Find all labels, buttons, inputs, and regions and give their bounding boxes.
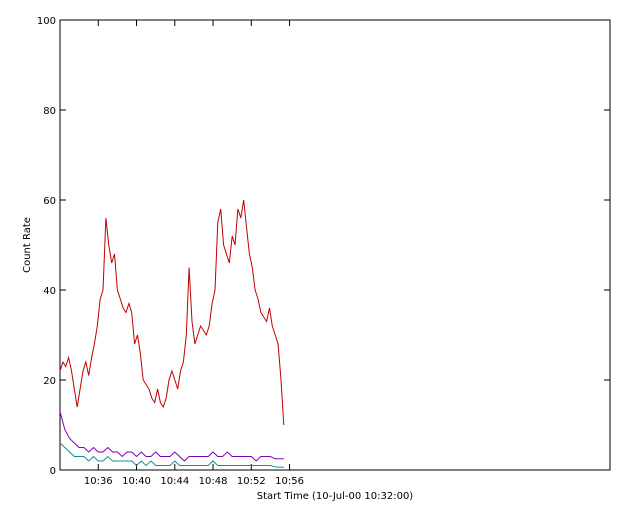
- x-tick-label: 10:56: [275, 476, 304, 487]
- series-line-2: [59, 442, 284, 468]
- y-tick-label: 20: [43, 376, 56, 387]
- x-axis: 10:36 10:40 10:44 10:48 10:52 10:56: [84, 20, 304, 487]
- y-tick-label: 80: [43, 106, 56, 117]
- x-tick-label: 10:48: [199, 476, 228, 487]
- y-tick-label: 100: [37, 16, 56, 27]
- y-tick-label: 40: [43, 286, 56, 297]
- series-line-1: [59, 411, 284, 462]
- x-tick-label: 10:36: [84, 476, 113, 487]
- y-tick-label: 0: [50, 466, 56, 477]
- plot-frame: [59, 19, 611, 471]
- x-tick-label: 10:52: [237, 476, 266, 487]
- y-tick-label: 60: [43, 196, 56, 207]
- series-line-0: [59, 199, 285, 426]
- x-axis-title: Start Time (10-Jul-00 10:32:00): [257, 491, 414, 502]
- y-axis: 0 20 40 60 80 100: [37, 16, 610, 477]
- x-tick-label: 10:44: [160, 476, 189, 487]
- y-axis-title: Count Rate: [22, 217, 33, 273]
- series-layer: [59, 199, 285, 468]
- x-tick-label: 10:40: [122, 476, 151, 487]
